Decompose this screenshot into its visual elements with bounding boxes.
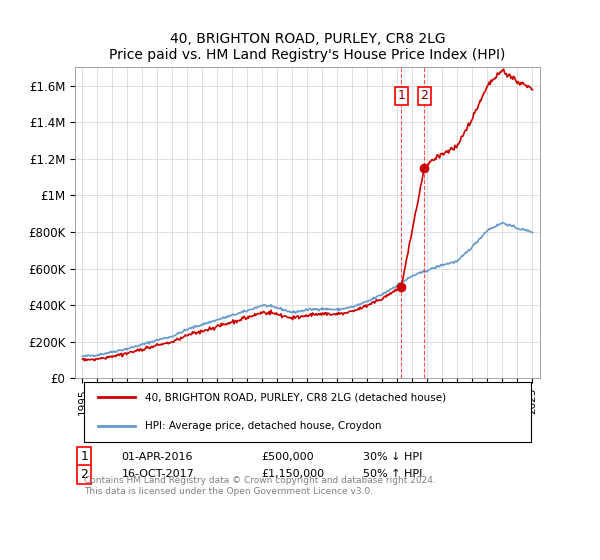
Text: £500,000: £500,000	[261, 452, 314, 462]
Text: 1: 1	[80, 450, 88, 463]
Text: 30% ↓ HPI: 30% ↓ HPI	[364, 452, 422, 462]
Title: 40, BRIGHTON ROAD, PURLEY, CR8 2LG
Price paid vs. HM Land Registry's House Price: 40, BRIGHTON ROAD, PURLEY, CR8 2LG Price…	[109, 32, 506, 62]
Text: 01-APR-2016: 01-APR-2016	[121, 452, 193, 462]
FancyBboxPatch shape	[84, 382, 531, 442]
Text: 1: 1	[397, 89, 405, 102]
Text: 50% ↑ HPI: 50% ↑ HPI	[364, 469, 422, 479]
Text: £1,150,000: £1,150,000	[261, 469, 324, 479]
Text: 2: 2	[80, 468, 88, 481]
Text: HPI: Average price, detached house, Croydon: HPI: Average price, detached house, Croy…	[145, 421, 381, 431]
Text: 2: 2	[421, 89, 428, 102]
Text: Contains HM Land Registry data © Crown copyright and database right 2024.
This d: Contains HM Land Registry data © Crown c…	[84, 477, 436, 496]
Text: 40, BRIGHTON ROAD, PURLEY, CR8 2LG (detached house): 40, BRIGHTON ROAD, PURLEY, CR8 2LG (deta…	[145, 392, 446, 402]
Text: 16-OCT-2017: 16-OCT-2017	[121, 469, 194, 479]
